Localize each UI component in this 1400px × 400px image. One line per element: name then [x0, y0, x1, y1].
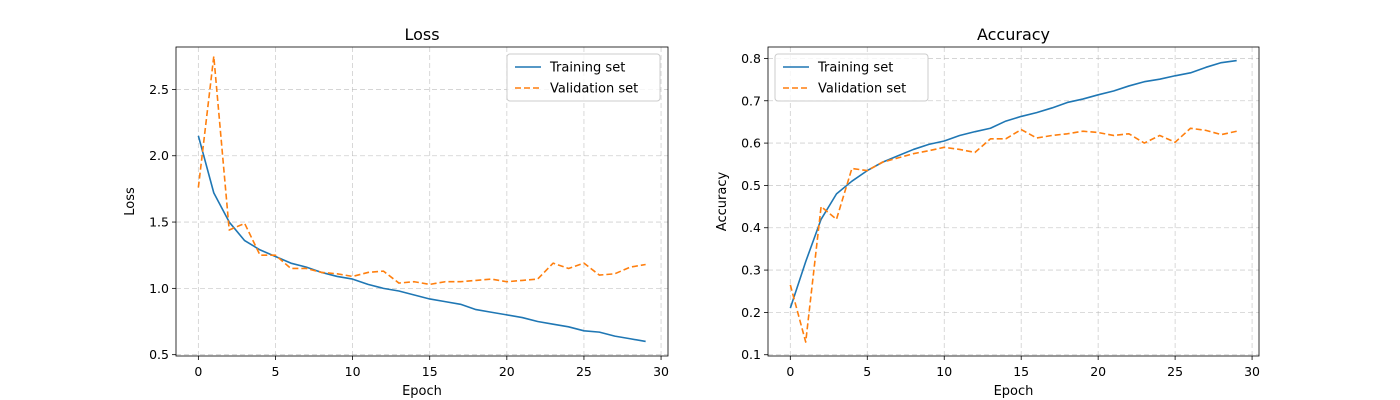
x-tick-label: 25 [576, 364, 592, 379]
legend-entry: Validation set [550, 82, 638, 97]
legend-entry: Training set [817, 61, 893, 76]
y-axis-label: Accuracy [715, 172, 730, 232]
y-tick-label: 1.0 [149, 281, 169, 296]
x-tick-label: 0 [786, 364, 794, 379]
x-tick-label: 10 [936, 364, 952, 379]
y-tick-label: 2.0 [149, 148, 169, 163]
chart-panel-0: 0 5 10 15 20 25 30 0.5 1.0 1.5 2.0 2.5 Loss Epoch Loss… [123, 25, 669, 399]
y-tick-label: 0.2 [741, 305, 761, 320]
x-tick-label: 25 [1167, 364, 1183, 379]
x-tick-label: 0 [194, 364, 202, 379]
y-tick-label: 0.7 [741, 93, 761, 108]
y-tick-label: 0.5 [149, 347, 169, 362]
x-axis-label: Epoch [402, 384, 442, 399]
x-tick-label: 5 [863, 364, 871, 379]
legend-entry: Validation set [818, 82, 906, 97]
x-tick-label: 20 [1090, 364, 1106, 379]
legend-box [774, 53, 929, 102]
chart-title: Loss [404, 25, 439, 44]
x-tick-label: 5 [272, 364, 280, 379]
y-tick-label: 0.4 [741, 220, 761, 235]
series-line-1 [197, 55, 646, 286]
chart-panel-1: 0 5 10 15 20 25 30 0.1 0.2 0.3 0.4 0.5 0.6 0.7 0.8 Accu… [715, 25, 1260, 399]
y-axis-label: Loss [123, 187, 138, 216]
series-line-0 [197, 135, 646, 343]
y-tick-label: 0.3 [741, 263, 761, 278]
series-line-1 [789, 127, 1237, 343]
x-tick-label: 15 [422, 364, 438, 379]
x-tick-label: 30 [1244, 364, 1260, 379]
chart-title: Accuracy [977, 25, 1050, 44]
y-tick-label: 0.8 [741, 51, 761, 66]
y-tick-label: 1.5 [149, 215, 169, 230]
x-axis-label: Epoch [994, 384, 1034, 399]
legend-entry: Training set [549, 61, 625, 76]
legend: Training set Validation set [506, 53, 661, 102]
x-tick-label: 10 [345, 364, 361, 379]
y-tick-label: 0.5 [741, 178, 761, 193]
x-tick-label: 20 [499, 364, 515, 379]
y-tick-label: 0.1 [741, 347, 761, 362]
y-tick-label: 2.5 [149, 82, 169, 97]
legend: Training set Validation set [774, 53, 929, 102]
plot-frame [767, 46, 1260, 357]
plot-frame [175, 46, 669, 357]
x-tick-label: 30 [653, 364, 669, 379]
legend-box [506, 53, 661, 102]
series-line-0 [789, 59, 1237, 309]
x-tick-label: 15 [1013, 364, 1029, 379]
y-tick-label: 0.6 [741, 136, 761, 151]
